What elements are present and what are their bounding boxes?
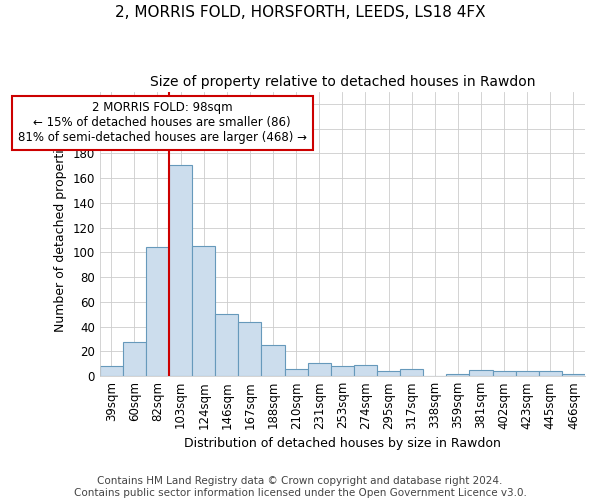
Y-axis label: Number of detached properties: Number of detached properties — [54, 136, 67, 332]
Bar — [169, 164, 192, 376]
Bar — [123, 342, 146, 376]
Bar — [331, 366, 354, 376]
Bar — [308, 362, 331, 376]
Text: Contains HM Land Registry data © Crown copyright and database right 2024.
Contai: Contains HM Land Registry data © Crown c… — [74, 476, 526, 498]
Bar — [446, 374, 469, 376]
Bar — [262, 345, 284, 376]
Bar — [400, 369, 423, 376]
X-axis label: Distribution of detached houses by size in Rawdon: Distribution of detached houses by size … — [184, 437, 501, 450]
Text: 2, MORRIS FOLD, HORSFORTH, LEEDS, LS18 4FX: 2, MORRIS FOLD, HORSFORTH, LEEDS, LS18 4… — [115, 5, 485, 20]
Bar — [100, 366, 123, 376]
Bar — [146, 248, 169, 376]
Bar — [377, 371, 400, 376]
Bar — [192, 246, 215, 376]
Title: Size of property relative to detached houses in Rawdon: Size of property relative to detached ho… — [149, 75, 535, 89]
Bar — [493, 371, 515, 376]
Bar — [515, 371, 539, 376]
Text: 2 MORRIS FOLD: 98sqm
← 15% of detached houses are smaller (86)
81% of semi-detac: 2 MORRIS FOLD: 98sqm ← 15% of detached h… — [17, 102, 307, 144]
Bar — [469, 370, 493, 376]
Bar — [215, 314, 238, 376]
Bar — [238, 322, 262, 376]
Bar — [354, 365, 377, 376]
Bar — [539, 371, 562, 376]
Bar — [562, 374, 585, 376]
Bar — [284, 369, 308, 376]
